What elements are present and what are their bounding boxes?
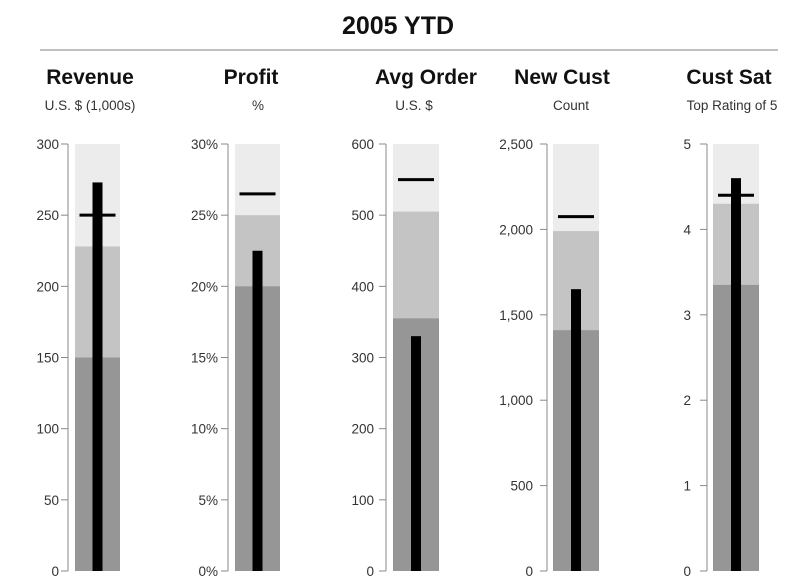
y-tick-label: 5 [683, 137, 691, 152]
panel-title: Revenue [46, 66, 134, 89]
bullet-avg-order: Avg Order U.S. $ 0 100 200 300 400 500 600 [351, 66, 476, 579]
plot-area: 0% 5% 10% 15% 20% 25% 30% [191, 137, 280, 579]
bullet-new-cust: New Cust Count 0 500 1,000 1,500 2,000 2,500 [499, 66, 610, 579]
y-tick-label: 250 [36, 208, 59, 223]
plot-area: 0 50 100 150 200 250 300 [36, 137, 120, 579]
panel-subtitle: Top Rating of 5 [687, 98, 778, 113]
bullet-revenue: Revenue U.S. $ (1,000s) 0 50 100 150 200 250 3… [36, 66, 135, 579]
bullet-cust-sat: Cust Sat Top Rating of 5 0 1 2 3 4 5 [683, 66, 777, 579]
value-bar [571, 289, 581, 571]
y-tick-label: 50 [44, 493, 59, 508]
value-bar [92, 182, 103, 571]
panel-subtitle: % [252, 98, 264, 113]
chart-title: 2005 YTD [342, 12, 454, 40]
value-bar [252, 250, 263, 571]
y-tick-label: 20% [191, 279, 218, 294]
panel-title: Cust Sat [686, 66, 771, 89]
y-tick-label: 4 [683, 222, 691, 237]
y-tick-label: 2,000 [499, 222, 533, 237]
y-tick-label: 100 [36, 422, 59, 437]
y-tick-label: 300 [351, 351, 374, 366]
panel-title: Profit [224, 66, 279, 89]
y-tick-label: 3 [683, 308, 691, 323]
panel-subtitle: U.S. $ [395, 98, 433, 113]
y-tick-label: 25% [191, 208, 218, 223]
y-tick-label: 300 [36, 137, 59, 152]
y-tick-label: 500 [510, 479, 533, 494]
panel-subtitle: U.S. $ (1,000s) [45, 98, 136, 113]
y-tick-label: 5% [198, 493, 218, 508]
y-tick-label: 150 [36, 351, 59, 366]
y-tick-label: 600 [351, 137, 374, 152]
panel-title: New Cust [514, 66, 610, 89]
plot-area: 0 1 2 3 4 5 [683, 137, 759, 579]
plot-area: 0 100 200 300 400 500 600 [351, 137, 439, 579]
y-tick-label: 2,500 [499, 137, 533, 152]
value-bar [731, 178, 741, 571]
y-tick-label: 0 [366, 564, 374, 579]
y-tick-label: 2 [683, 393, 691, 408]
y-tick-label: 0 [51, 564, 59, 579]
y-tick-label: 1,500 [499, 308, 533, 323]
y-tick-label: 200 [36, 279, 59, 294]
y-tick-label: 10% [191, 422, 218, 437]
y-tick-label: 500 [351, 208, 374, 223]
value-bar [411, 336, 421, 571]
y-tick-label: 1 [683, 479, 691, 494]
y-tick-label: 100 [351, 493, 374, 508]
y-tick-label: 200 [351, 422, 374, 437]
y-tick-label: 0 [683, 564, 691, 579]
plot-area: 0 500 1,000 1,500 2,000 2,500 [499, 137, 599, 579]
panel-title: Avg Order [375, 66, 477, 89]
y-tick-label: 15% [191, 351, 218, 366]
y-tick-label: 0% [198, 564, 218, 579]
bullet-profit: Profit % 0% 5% 10% 15% 20% 25% 30% [191, 66, 280, 579]
y-tick-label: 30% [191, 137, 218, 152]
y-tick-label: 1,000 [499, 393, 533, 408]
y-tick-label: 400 [351, 279, 374, 294]
y-tick-label: 0 [525, 564, 533, 579]
panel-subtitle: Count [553, 98, 589, 113]
